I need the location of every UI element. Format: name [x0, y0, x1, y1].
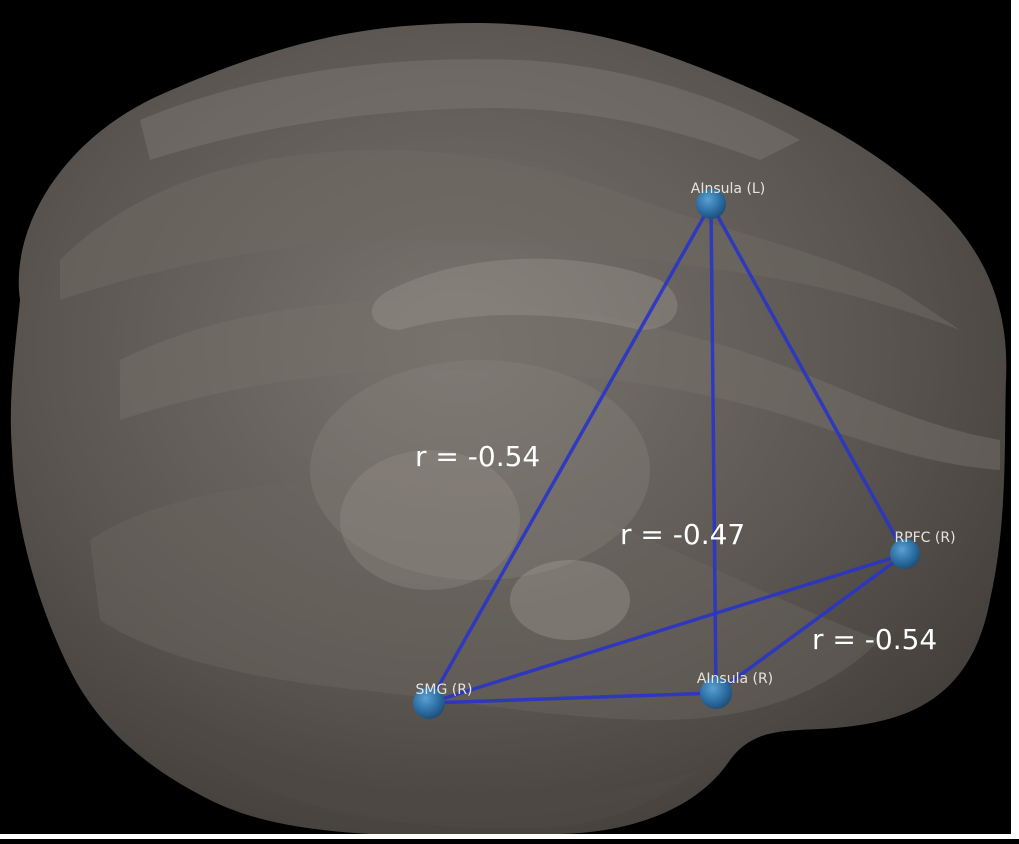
edge-smg-r-ainsula-r	[427, 691, 718, 705]
node-label-smg-right: SMG (R)	[416, 682, 473, 698]
cerebellum	[120, 690, 700, 829]
node-label-ainsula-left: AInsula (L)	[691, 181, 765, 197]
correlation-label-2: r = -0.47	[620, 518, 745, 551]
white-frame-right	[1011, 0, 1019, 839]
brain-surface	[10, 23, 1007, 834]
correlation-label-3: r = -0.54	[812, 623, 937, 656]
node-label-rpfc-right: RPFC (R)	[894, 530, 955, 546]
gyrus-top	[140, 59, 800, 160]
connectivity-edges	[427, 202, 907, 705]
node-ainsula-left	[696, 189, 726, 219]
corpus-callosum	[371, 258, 678, 330]
edge-ainsula-l-smg-r	[427, 202, 713, 705]
edge-smg-r-rpfc-r	[427, 552, 907, 705]
node-rpfc-right	[890, 539, 920, 569]
node-smg-right	[413, 687, 445, 719]
edge-ainsula-l-ainsula-r	[709, 202, 718, 695]
correlation-label-1: r = -0.54	[415, 440, 540, 473]
hippocampus	[510, 560, 630, 640]
edge-ainsula-l-rpfc-r	[709, 202, 907, 556]
gyrus-middle	[120, 300, 1000, 470]
node-label-ainsula-right: AInsula (R)	[697, 671, 773, 687]
node-ainsula-right	[700, 677, 732, 709]
edge-ainsula-r-rpfc-r	[714, 552, 907, 695]
correlation-labels: r = -0.54 r = -0.47 r = -0.54	[415, 440, 937, 656]
white-frame-bottom	[0, 834, 1019, 839]
node-labels: AInsula (L) RPFC (R) SMG (R) AInsula (R)	[416, 181, 956, 698]
gyrus-upper	[60, 150, 960, 330]
thalamus	[340, 450, 520, 590]
connectivity-nodes	[413, 189, 920, 719]
basal-ganglia	[310, 360, 650, 580]
temporal-lobe	[90, 480, 880, 720]
